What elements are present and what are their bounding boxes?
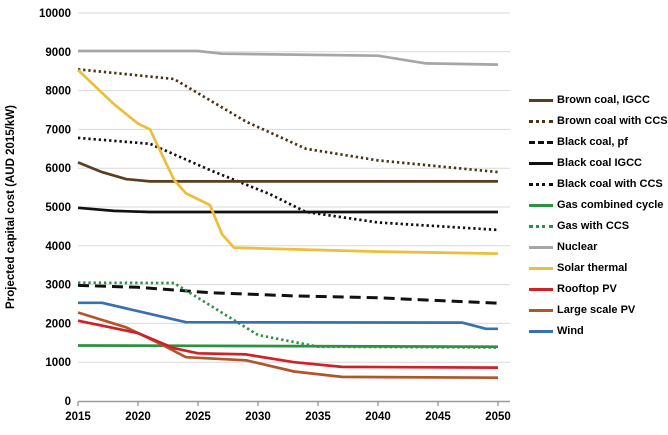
x-tick-label-2020: 2020 <box>125 411 151 423</box>
legend-swatch-gas-combined-cycle <box>529 204 553 207</box>
legend-swatch-black-coal-with-ccs <box>529 183 553 186</box>
legend-swatch-gas-with-ccs <box>529 225 553 228</box>
legend-swatch-brown-coal-igcc <box>529 99 553 102</box>
legend-item-solar-thermal: Solar thermal <box>529 258 668 279</box>
legend-swatch-rooftop-pv <box>529 288 553 291</box>
legend-label-brown-coal-with-ccs: Brown coal with CCS <box>557 115 668 127</box>
legend-swatch-wind <box>529 330 553 333</box>
legend-item-black-coal-with-ccs: Black coal with CCS <box>529 174 668 195</box>
x-tick-label-2030: 2030 <box>245 411 271 423</box>
legend-item-black-coal-pf: Black coal, pf <box>529 132 668 153</box>
legend-label-solar-thermal: Solar thermal <box>557 262 628 274</box>
x-tick-label-2015: 2015 <box>65 411 91 423</box>
legend-label-wind: Wind <box>557 325 584 337</box>
legend-label-black-coal-with-ccs: Black coal with CCS <box>557 178 663 190</box>
legend-item-brown-coal-with-ccs: Brown coal with CCS <box>529 111 668 132</box>
series-line-large-scale-pv <box>77 311 499 380</box>
x-tick-label-2045: 2045 <box>425 411 451 423</box>
legend-swatch-large-scale-pv <box>529 309 553 312</box>
x-tick-label-2025: 2025 <box>185 411 211 423</box>
series-line-black-coal-igcc <box>77 206 498 214</box>
legend: Brown coal, IGCC Brown coal with CCS Black… <box>529 90 668 342</box>
legend-swatch-black-coal-igcc <box>529 162 553 165</box>
x-tick-label-2040: 2040 <box>365 411 391 423</box>
legend-item-wind: Wind <box>529 321 668 342</box>
series-line-solar-thermal <box>77 69 499 255</box>
legend-label-nuclear: Nuclear <box>557 241 598 253</box>
legend-item-gas-combined-cycle: Gas combined cycle <box>529 195 668 216</box>
legend-swatch-brown-coal-with-ccs <box>529 120 553 123</box>
legend-item-large-scale-pv: Large scale PV <box>529 300 668 321</box>
y-tick-label-3000: 3000 <box>45 280 71 292</box>
y-tick-label-4000: 4000 <box>45 241 71 253</box>
series-line-brown-coal-igcc <box>77 161 498 183</box>
legend-item-rooftop-pv: Rooftop PV <box>529 279 668 300</box>
legend-label-black-coal-pf: Black coal, pf <box>557 136 628 148</box>
series-line-black-coal-with-ccs <box>77 136 499 232</box>
legend-item-nuclear: Nuclear <box>529 237 668 258</box>
series-line-gas-with-ccs <box>77 281 499 349</box>
legend-item-brown-coal-igcc: Brown coal, IGCC <box>529 90 668 111</box>
legend-item-gas-with-ccs: Gas with CCS <box>529 216 668 237</box>
x-tick-label-2035: 2035 <box>305 411 331 423</box>
legend-label-brown-coal-igcc: Brown coal, IGCC <box>557 94 650 106</box>
y-axis-title: Projected capital cost (AUD 2015/kW) <box>5 105 17 309</box>
series-line-gas-combined-cycle <box>77 344 499 349</box>
legend-label-black-coal-igcc: Black coal IGCC <box>557 157 642 169</box>
y-tick-label-6000: 6000 <box>45 163 71 175</box>
legend-swatch-solar-thermal <box>529 267 553 270</box>
legend-item-black-coal-igcc: Black coal IGCC <box>529 153 668 174</box>
y-tick-label-8000: 8000 <box>45 86 71 98</box>
legend-swatch-black-coal-pf <box>529 141 553 144</box>
series-line-wind <box>78 301 498 331</box>
series-line-black-coal-pf <box>77 283 499 305</box>
y-tick-label-9000: 9000 <box>45 47 71 59</box>
y-tick-label-5000: 5000 <box>45 202 71 214</box>
y-tick-label-2000: 2000 <box>45 318 71 330</box>
y-tick-label-10000: 10000 <box>39 8 71 20</box>
legend-label-large-scale-pv: Large scale PV <box>557 304 636 316</box>
series-line-rooftop-pv <box>77 319 499 369</box>
y-tick-label-7000: 7000 <box>45 124 71 136</box>
legend-label-gas-with-ccs: Gas with CCS <box>557 220 630 232</box>
series-line-brown-coal-with-ccs <box>77 67 499 174</box>
legend-label-gas-combined-cycle: Gas combined cycle <box>557 199 664 211</box>
y-tick-label-0: 0 <box>65 396 71 408</box>
y-tick-label-1000: 1000 <box>45 357 71 369</box>
legend-swatch-nuclear <box>529 246 553 249</box>
x-tick-label-2050: 2050 <box>485 411 511 423</box>
legend-label-rooftop-pv: Rooftop PV <box>557 283 617 295</box>
series-line-nuclear <box>78 49 499 66</box>
